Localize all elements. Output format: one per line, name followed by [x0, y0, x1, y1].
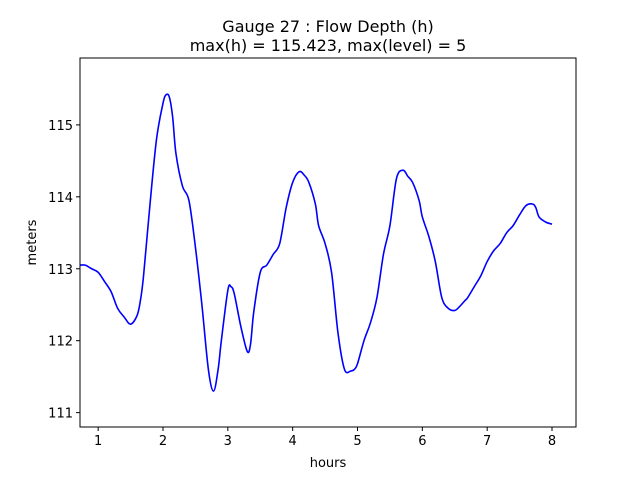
x-tick-label: 6 [418, 434, 426, 449]
chart-title: Gauge 27 : Flow Depth (h) [222, 17, 433, 36]
y-axis-label: meters [25, 219, 40, 265]
x-tick-label: 8 [548, 434, 556, 449]
chart-subtitle: max(h) = 115.423, max(level) = 5 [190, 36, 467, 55]
series-line [79, 93, 553, 392]
y-tick-label: 114 [48, 191, 73, 206]
x-tick-label: 1 [94, 434, 102, 449]
y-tick-label: 111 [48, 407, 73, 422]
y-tick-label: 112 [48, 335, 73, 350]
y-axis-ticks: 111 112 113 114 115 [48, 119, 80, 422]
x-tick-label: 7 [483, 434, 491, 449]
x-tick-label: 5 [353, 434, 361, 449]
x-tick-label: 3 [224, 434, 232, 449]
plot-frame [79, 57, 577, 428]
x-tick-label: 2 [159, 434, 167, 449]
y-tick-label: 113 [48, 263, 73, 278]
x-axis-ticks: 1 2 3 4 5 6 7 8 [94, 427, 556, 449]
x-tick-label: 4 [289, 434, 297, 449]
y-tick-label: 115 [48, 119, 73, 134]
x-axis-label: hours [310, 456, 347, 471]
